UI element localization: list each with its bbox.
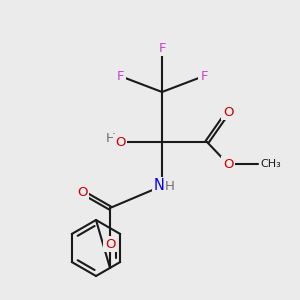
Text: F: F: [116, 70, 124, 83]
Text: CH₃: CH₃: [260, 159, 281, 169]
Text: O: O: [105, 238, 115, 250]
Text: O: O: [77, 185, 87, 199]
Text: O: O: [115, 136, 125, 148]
Text: O: O: [223, 106, 233, 118]
Text: O: O: [223, 158, 233, 170]
Text: N: N: [154, 178, 164, 194]
Text: F: F: [158, 41, 166, 55]
Text: F: F: [200, 70, 208, 83]
Text: H: H: [106, 131, 116, 145]
Text: H: H: [165, 179, 175, 193]
